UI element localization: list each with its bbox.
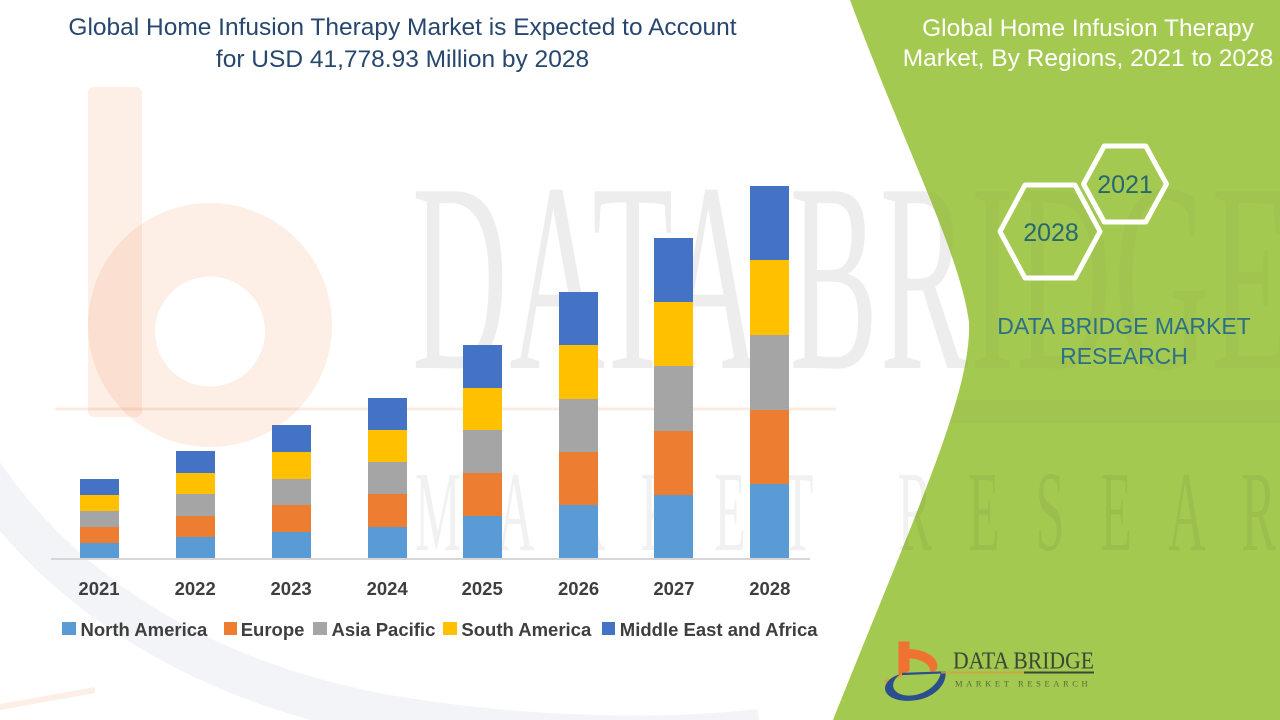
svg-text:DATA BRIDGE: DATA BRIDGE bbox=[953, 649, 1094, 675]
svg-text:2028: 2028 bbox=[1023, 219, 1079, 247]
svg-text:DATA BRIDGE MARKET: DATA BRIDGE MARKET bbox=[997, 313, 1250, 339]
svg-text:2021: 2021 bbox=[1097, 171, 1153, 199]
svg-text:MARKET RESEARCH: MARKET RESEARCH bbox=[955, 679, 1091, 689]
svg-text:RESEARCH: RESEARCH bbox=[1060, 343, 1188, 369]
